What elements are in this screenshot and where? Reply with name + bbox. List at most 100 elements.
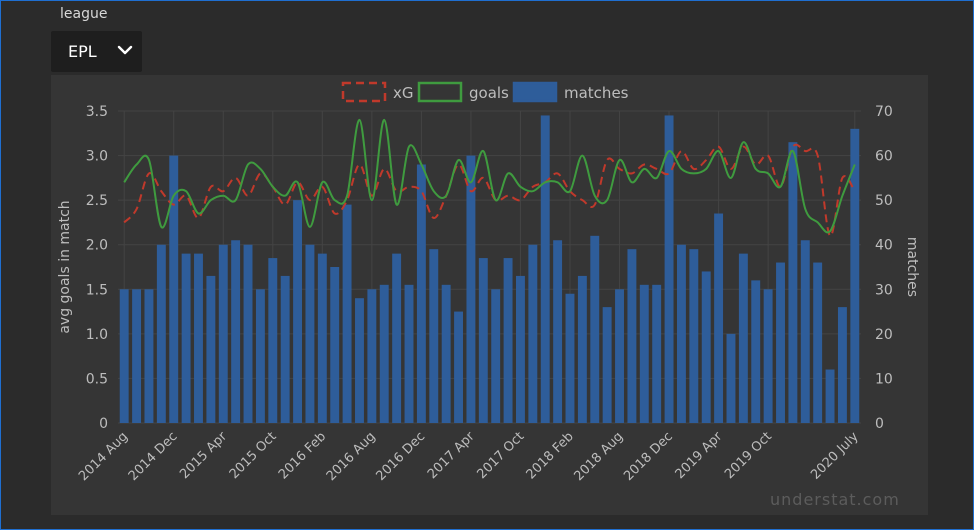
chart-panel: 0 0.5 1.0 1.5 2.0 2.5 3.0 3.5 0 10 20 30 40 50 60 70 201… (51, 75, 928, 515)
bar-matches (751, 280, 761, 423)
legend-swatch-xg (341, 81, 387, 103)
bar-matches (800, 240, 810, 423)
bar-matches (553, 240, 563, 423)
bar-matches (503, 258, 513, 423)
x-tick-label: 2016 Dec (374, 429, 429, 484)
watermark: understat.com (770, 490, 900, 509)
bar-matches (342, 204, 352, 423)
bar-matches (169, 155, 179, 424)
legend-swatch-goals (417, 81, 463, 103)
y-tick-label: 0.5 (86, 371, 108, 387)
y2-tick-label: 40 (875, 238, 893, 254)
chevron-down-icon (117, 45, 133, 55)
y-tick-label: 2.5 (86, 193, 108, 209)
bar-matches (206, 275, 216, 423)
bar-matches (404, 284, 414, 423)
y2-tick-label: 30 (875, 282, 893, 298)
x-tick-label: 2019 Oct (722, 429, 775, 482)
bar-matches (602, 307, 612, 423)
bar-matches (231, 240, 241, 423)
bar-matches (615, 289, 624, 423)
bar-matches (850, 128, 860, 424)
bar-matches (379, 284, 389, 423)
bar-matches (132, 289, 142, 423)
legend-label-goals: goals (469, 84, 509, 102)
chart: 0 0.5 1.0 1.5 2.0 2.5 3.0 3.5 0 10 20 30 40 50 60 70 201… (57, 81, 920, 484)
bar-matches (540, 115, 550, 423)
x-tick-label: 2014 Dec (126, 429, 181, 484)
y2-tick-label: 50 (875, 193, 893, 209)
bar-matches (305, 244, 315, 423)
bar-matches (788, 142, 798, 423)
bar-matches (639, 284, 649, 423)
x-tick-label: 2018 Feb (524, 429, 577, 482)
x-tick-label: 2017 Oct (474, 429, 527, 482)
x-tick-label: 2020 July (808, 429, 862, 483)
y2-tick-label: 70 (875, 104, 893, 120)
bar-matches (330, 267, 340, 423)
bar-matches (317, 253, 327, 423)
x-tick-label: 2014 Aug (76, 429, 131, 484)
bar-matches (701, 271, 711, 423)
bar-matches (652, 284, 662, 423)
legend-swatch-matches (512, 81, 558, 103)
bar-matches (813, 262, 823, 423)
bar-matches (367, 289, 377, 423)
bar-matches (491, 289, 501, 423)
bar-matches (590, 235, 600, 423)
bar-matches (144, 289, 154, 423)
bar-matches (255, 289, 265, 423)
legend-label-xg: xG (393, 84, 414, 102)
y-tick-label: 3.5 (86, 104, 108, 120)
bar-matches (664, 115, 674, 423)
line-goals (123, 118, 856, 234)
y-tick-label: 2.0 (86, 238, 108, 254)
y-tick-label: 1.0 (86, 327, 108, 343)
bar-matches (577, 275, 587, 423)
bar-matches (392, 253, 402, 423)
bar-matches (837, 307, 847, 423)
bar-matches (516, 275, 525, 423)
bar-matches (218, 244, 228, 423)
bar-matches (528, 244, 538, 423)
bar-matches (429, 249, 439, 423)
y2-tick-label: 60 (875, 149, 893, 165)
bar-matches (441, 284, 451, 423)
y2-tick-label: 0 (875, 416, 884, 432)
x-tick-label: 2018 Dec (621, 429, 676, 484)
bar-matches (156, 244, 166, 423)
bar-matches (738, 253, 748, 423)
bar-matches (119, 289, 129, 423)
bar-matches (627, 249, 637, 423)
bar-matches (268, 258, 278, 423)
y2-tick-label: 10 (875, 371, 893, 387)
bar-matches (689, 249, 699, 423)
bar-matches (280, 275, 290, 423)
legend-label-matches: matches (564, 84, 629, 102)
x-tick-label: 2019 Apr (673, 429, 726, 482)
bar-matches (676, 244, 686, 423)
x-tick-label: 2018 Aug (571, 429, 626, 484)
y-tick-label: 1.5 (86, 282, 108, 298)
bar-matches (194, 253, 203, 423)
bar-matches (466, 155, 476, 424)
lines (123, 118, 856, 237)
bar-matches (714, 213, 724, 423)
bar-matches (776, 262, 785, 423)
bar-matches (243, 244, 253, 423)
bar-matches (763, 289, 773, 423)
bar-matches (181, 253, 191, 423)
line-xg (123, 143, 856, 237)
y2-tick-label: 20 (875, 327, 893, 343)
y-tick-label: 0 (99, 416, 108, 432)
x-tick-label: 2015 Oct (227, 429, 280, 482)
x-tick-label: 2016 Feb (276, 429, 329, 482)
chart-legend: xG goals matches (341, 81, 629, 103)
bar-matches (565, 293, 575, 423)
bar-matches (355, 298, 364, 423)
bar-matches (726, 333, 736, 423)
league-select[interactable]: EPL (51, 31, 142, 72)
league-filter-label: league (60, 6, 108, 22)
y2-axis-title: matches (904, 237, 920, 297)
y-axis-title: avg goals in match (57, 200, 73, 333)
